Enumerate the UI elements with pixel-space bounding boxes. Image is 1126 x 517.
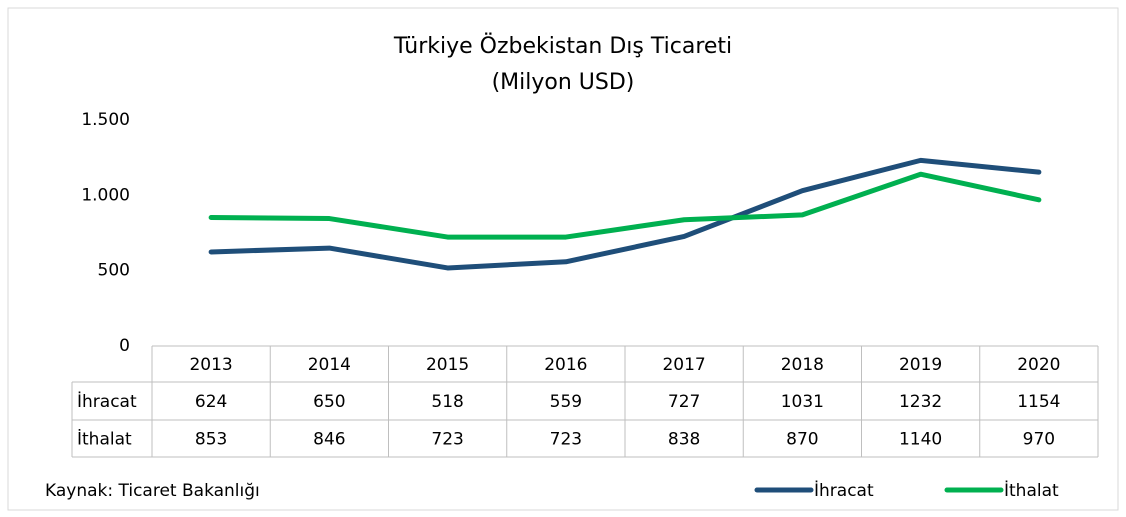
table-cell: 624 xyxy=(195,392,227,412)
table-cell: 970 xyxy=(1023,430,1055,450)
series-line xyxy=(208,171,1042,240)
chart-border xyxy=(7,7,1119,511)
chart-title: Türkiye Özbekistan Dış Ticareti xyxy=(393,33,732,59)
legend-label: İthalat xyxy=(1004,480,1059,501)
table-cell: 1232 xyxy=(899,392,942,412)
table-cell: 846 xyxy=(313,430,345,450)
source-note: Kaynak: Ticaret Bakanlığı xyxy=(45,481,260,501)
x-tick-label: 2013 xyxy=(189,355,232,375)
table-cell: 723 xyxy=(431,430,463,450)
x-tick-label: 2015 xyxy=(426,355,469,375)
table-cell: 870 xyxy=(786,430,818,450)
table-cell: 518 xyxy=(431,392,463,412)
x-tick-label: 2019 xyxy=(899,355,942,375)
x-tick-label: 2014 xyxy=(308,355,351,375)
legend-label: İhracat xyxy=(814,480,874,501)
table-cell: 1140 xyxy=(899,430,942,450)
table-row-label: İthalat xyxy=(77,429,132,450)
x-tick-label: 2017 xyxy=(662,355,705,375)
chart-subtitle: (Milyon USD) xyxy=(492,70,635,95)
table-row-label: İhracat xyxy=(77,391,137,412)
x-tick-label: 2020 xyxy=(1017,355,1060,375)
x-tick-label: 2016 xyxy=(544,355,587,375)
table-cell: 853 xyxy=(195,430,227,450)
table-cell: 650 xyxy=(313,392,345,412)
y-tick-label: 1.000 xyxy=(81,185,130,205)
y-tick-label: 500 xyxy=(98,261,130,281)
table-cell: 1154 xyxy=(1017,392,1060,412)
x-tick-label: 2018 xyxy=(781,355,824,375)
table-cell: 723 xyxy=(550,430,582,450)
table-cell: 559 xyxy=(550,392,582,412)
table-cell: 727 xyxy=(668,392,700,412)
y-tick-label: 0 xyxy=(119,336,130,356)
table-cell: 1031 xyxy=(781,392,824,412)
series-line xyxy=(208,157,1042,271)
y-tick-label: 1.500 xyxy=(81,110,130,130)
table-cell: 838 xyxy=(668,430,700,450)
